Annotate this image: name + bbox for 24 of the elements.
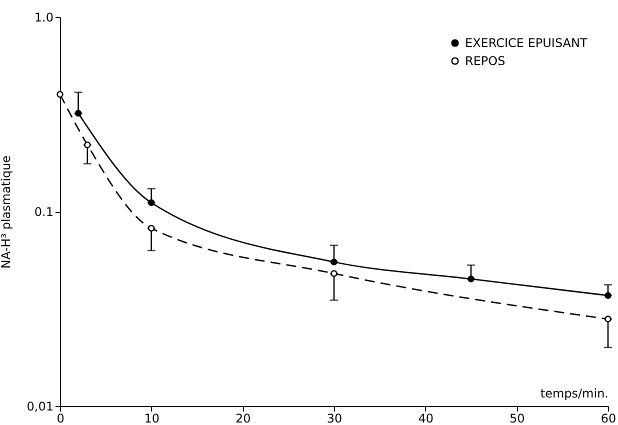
point <box>330 270 338 277</box>
point <box>330 258 338 266</box>
point <box>84 142 91 148</box>
point <box>468 276 474 282</box>
x-axis-title: temps/min. <box>540 386 608 400</box>
x-tick-label: 50 <box>510 412 525 425</box>
x-tick-label: 60 <box>600 412 616 425</box>
x-tick-label: 0 <box>56 412 64 425</box>
y-tick-label: 0.1 <box>34 205 54 219</box>
legend-label: REPOS <box>465 54 506 68</box>
legend-label: EXERCICE EPUISANT <box>465 36 588 50</box>
y-axis-title: NA-H³ plasmatique <box>0 155 13 269</box>
x-tick-label: 30 <box>326 412 342 425</box>
point <box>604 316 612 322</box>
x-tick-label: 10 <box>144 412 160 425</box>
point <box>148 199 155 206</box>
x-tick-label: 40 <box>418 412 434 425</box>
x-tick-label: 20 <box>236 412 251 425</box>
point <box>604 292 612 299</box>
point <box>74 110 82 117</box>
point <box>148 224 155 232</box>
y-tick-label: 1.0 <box>34 10 54 24</box>
point <box>56 91 64 98</box>
y-tick-label: 0,01 <box>26 400 54 414</box>
